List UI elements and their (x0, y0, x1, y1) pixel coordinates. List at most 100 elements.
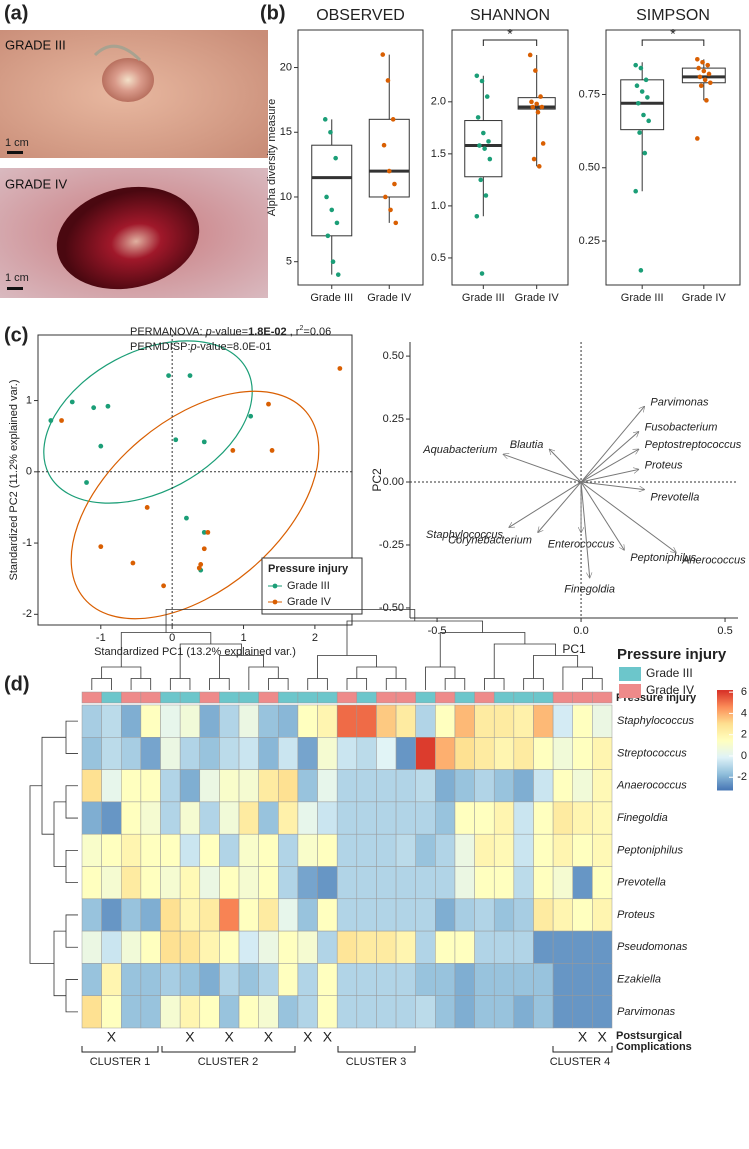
heatmap-cell (101, 737, 122, 770)
heatmap-cell (121, 833, 142, 867)
heatmap-cell (101, 801, 122, 835)
complication-mark: X (303, 1029, 313, 1045)
data-point (84, 480, 89, 485)
heatmap-cell (140, 866, 161, 900)
heatmap-cell (336, 769, 358, 803)
data-point (201, 546, 207, 552)
heatmap-cell (376, 866, 397, 900)
annotation-cell (219, 691, 240, 704)
heatmap-cell (435, 704, 456, 738)
colorbar-segment (717, 710, 733, 713)
y-tick-label: -1 (22, 537, 32, 549)
heatmap-cell (336, 995, 358, 1029)
annotation-cell (415, 691, 436, 704)
heatmap-cell (160, 930, 181, 964)
heatmap-cell (81, 769, 102, 803)
heatmap-cell (592, 833, 613, 867)
heatmap-cell (238, 898, 259, 932)
y-tick-label: 20 (280, 61, 292, 73)
heatmap-cell (317, 769, 338, 803)
x-tick-label: 0.0 (573, 625, 588, 637)
heatmap-cell (454, 704, 475, 738)
y-axis-label: Alpha diversity measure (266, 99, 278, 216)
colorbar-segment (717, 726, 733, 729)
y-tick-label: 0.50 (579, 162, 600, 174)
heatmap-cell (592, 963, 613, 996)
heatmap-cell (513, 963, 534, 996)
heatmap-cell (572, 898, 593, 932)
heatmap-cell (199, 898, 220, 932)
heatmap-cell (356, 769, 377, 803)
significance-label: * (507, 26, 513, 42)
loading-label: Parvimonas (650, 396, 709, 408)
heatmap-cell (101, 995, 122, 1029)
data-point (634, 83, 640, 88)
heatmap-cell (317, 898, 338, 932)
row-label: Anaerococcus (616, 780, 687, 792)
plot-frame (605, 29, 741, 286)
data-point (380, 52, 386, 57)
heatmap-cell (179, 769, 201, 803)
heatmap-cell (258, 737, 279, 770)
heatmap-cell (121, 866, 142, 900)
data-point (704, 98, 709, 103)
annotation-cell (336, 691, 358, 704)
y-tick-label: -0.50 (379, 602, 404, 614)
data-point (533, 68, 538, 73)
data-point (201, 439, 207, 445)
x-tick-label: Grade III (310, 292, 353, 304)
annotation-part: =0.06 (303, 326, 331, 338)
photo: GRADE III 1 cm (0, 30, 268, 158)
colorbar-segment (717, 774, 733, 777)
annotation-cell (572, 691, 593, 704)
data-point (91, 405, 97, 411)
annotation: PERMANOVA: p-value=1.8E-02 , r2=0.06 (130, 325, 331, 338)
heatmap-cell (474, 704, 495, 738)
heatmap-cell (415, 995, 436, 1029)
heatmap-cell (258, 930, 279, 964)
y-tick-label: 0.00 (383, 476, 404, 488)
colorbar-segment (717, 704, 733, 707)
annotation-cell (238, 691, 259, 704)
colorbar-segment (717, 698, 733, 701)
heatmap-cell (572, 930, 593, 964)
loading-label: Anerococcus (681, 554, 746, 566)
heatmap-cell (101, 930, 122, 964)
heatmap-cell (572, 704, 593, 738)
heatmap-cell (533, 704, 554, 738)
heatmap-cell (376, 704, 397, 738)
heatmap-cell (297, 866, 318, 900)
data-point (701, 68, 707, 74)
data-point (531, 156, 537, 162)
loading-arrow (580, 406, 644, 483)
heatmap-cell (513, 769, 534, 803)
significance-bracket (482, 39, 538, 46)
heatmap-cell (140, 963, 161, 996)
heatmap-cell (435, 963, 456, 996)
heatmap-cell (297, 769, 318, 803)
annotation-part: -value= (212, 326, 248, 338)
heatmap-cell (435, 833, 456, 867)
plot-title: OBSERVED (316, 7, 405, 24)
data-point (486, 139, 491, 144)
heatmap-cell (376, 833, 397, 867)
data-point (534, 101, 539, 107)
heatmap-cell (435, 769, 456, 803)
heatmap-cell (101, 833, 122, 867)
heatmap-cell (513, 898, 534, 932)
data-point (638, 268, 644, 273)
heatmap-cell (179, 704, 201, 738)
heatmap-cell (140, 833, 161, 867)
heatmap-cell (572, 833, 593, 867)
data-point (698, 83, 704, 88)
heatmap-cell (376, 963, 397, 996)
data-point (633, 188, 638, 194)
heatmap-cell (179, 995, 201, 1029)
complication-mark: X (185, 1029, 195, 1045)
data-point (638, 65, 644, 71)
heatmap-cell (552, 833, 573, 867)
colorbar-segment (717, 752, 733, 755)
colorbar-segment (717, 694, 733, 697)
data-point (538, 94, 543, 99)
heatmap-cell (572, 866, 593, 900)
